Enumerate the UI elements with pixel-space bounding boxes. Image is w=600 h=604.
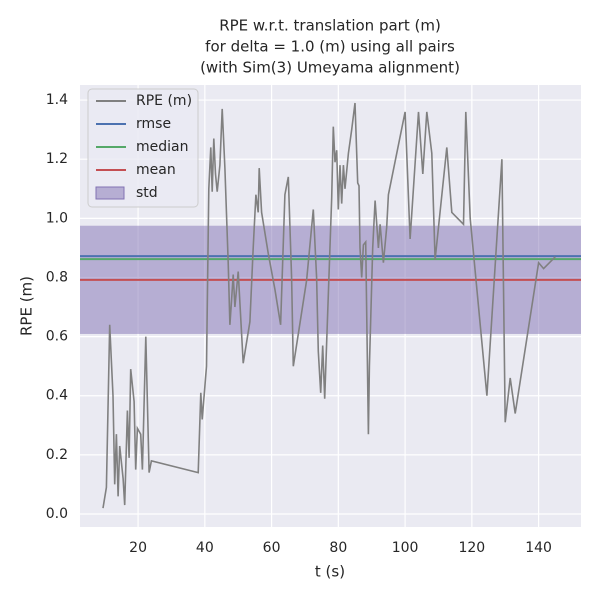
x-tick-label: 100 [392,540,419,556]
y-axis-label: RPE (m) [18,276,36,336]
legend-label: std [136,185,158,201]
x-tick-label: 60 [263,540,281,556]
x-tick-label: 40 [196,540,214,556]
x-axis-label: t (s) [315,563,345,581]
legend-swatch [95,186,125,200]
chart-title: for delta = 1.0 (m) using all pairs [205,38,455,56]
legend-label: RPE (m) [136,93,192,109]
chart-title: RPE w.r.t. translation part (m) [219,17,441,35]
y-tick-label: 0.6 [46,329,68,345]
legend-box [87,88,199,208]
chart-title: (with Sim(3) Umeyama alignment) [200,59,460,77]
y-tick-label: 1.2 [46,151,68,167]
y-tick-label: 0.2 [46,447,68,463]
x-tick-label: 20 [129,540,147,556]
y-tick-label: 0.4 [46,388,68,404]
y-tick-label: 1.4 [46,92,68,108]
data-line [102,102,556,509]
y-tick-label: 1.0 [46,210,68,226]
y-tick-label: 0.0 [46,506,68,522]
legend-label: median [136,139,188,155]
x-tick-label: 80 [329,540,347,556]
x-tick-label: 120 [458,540,485,556]
y-tick-label: 0.8 [46,269,68,285]
x-tick-label: 140 [525,540,552,556]
legend-label: rmse [136,116,171,132]
legend-label: mean [136,162,176,178]
